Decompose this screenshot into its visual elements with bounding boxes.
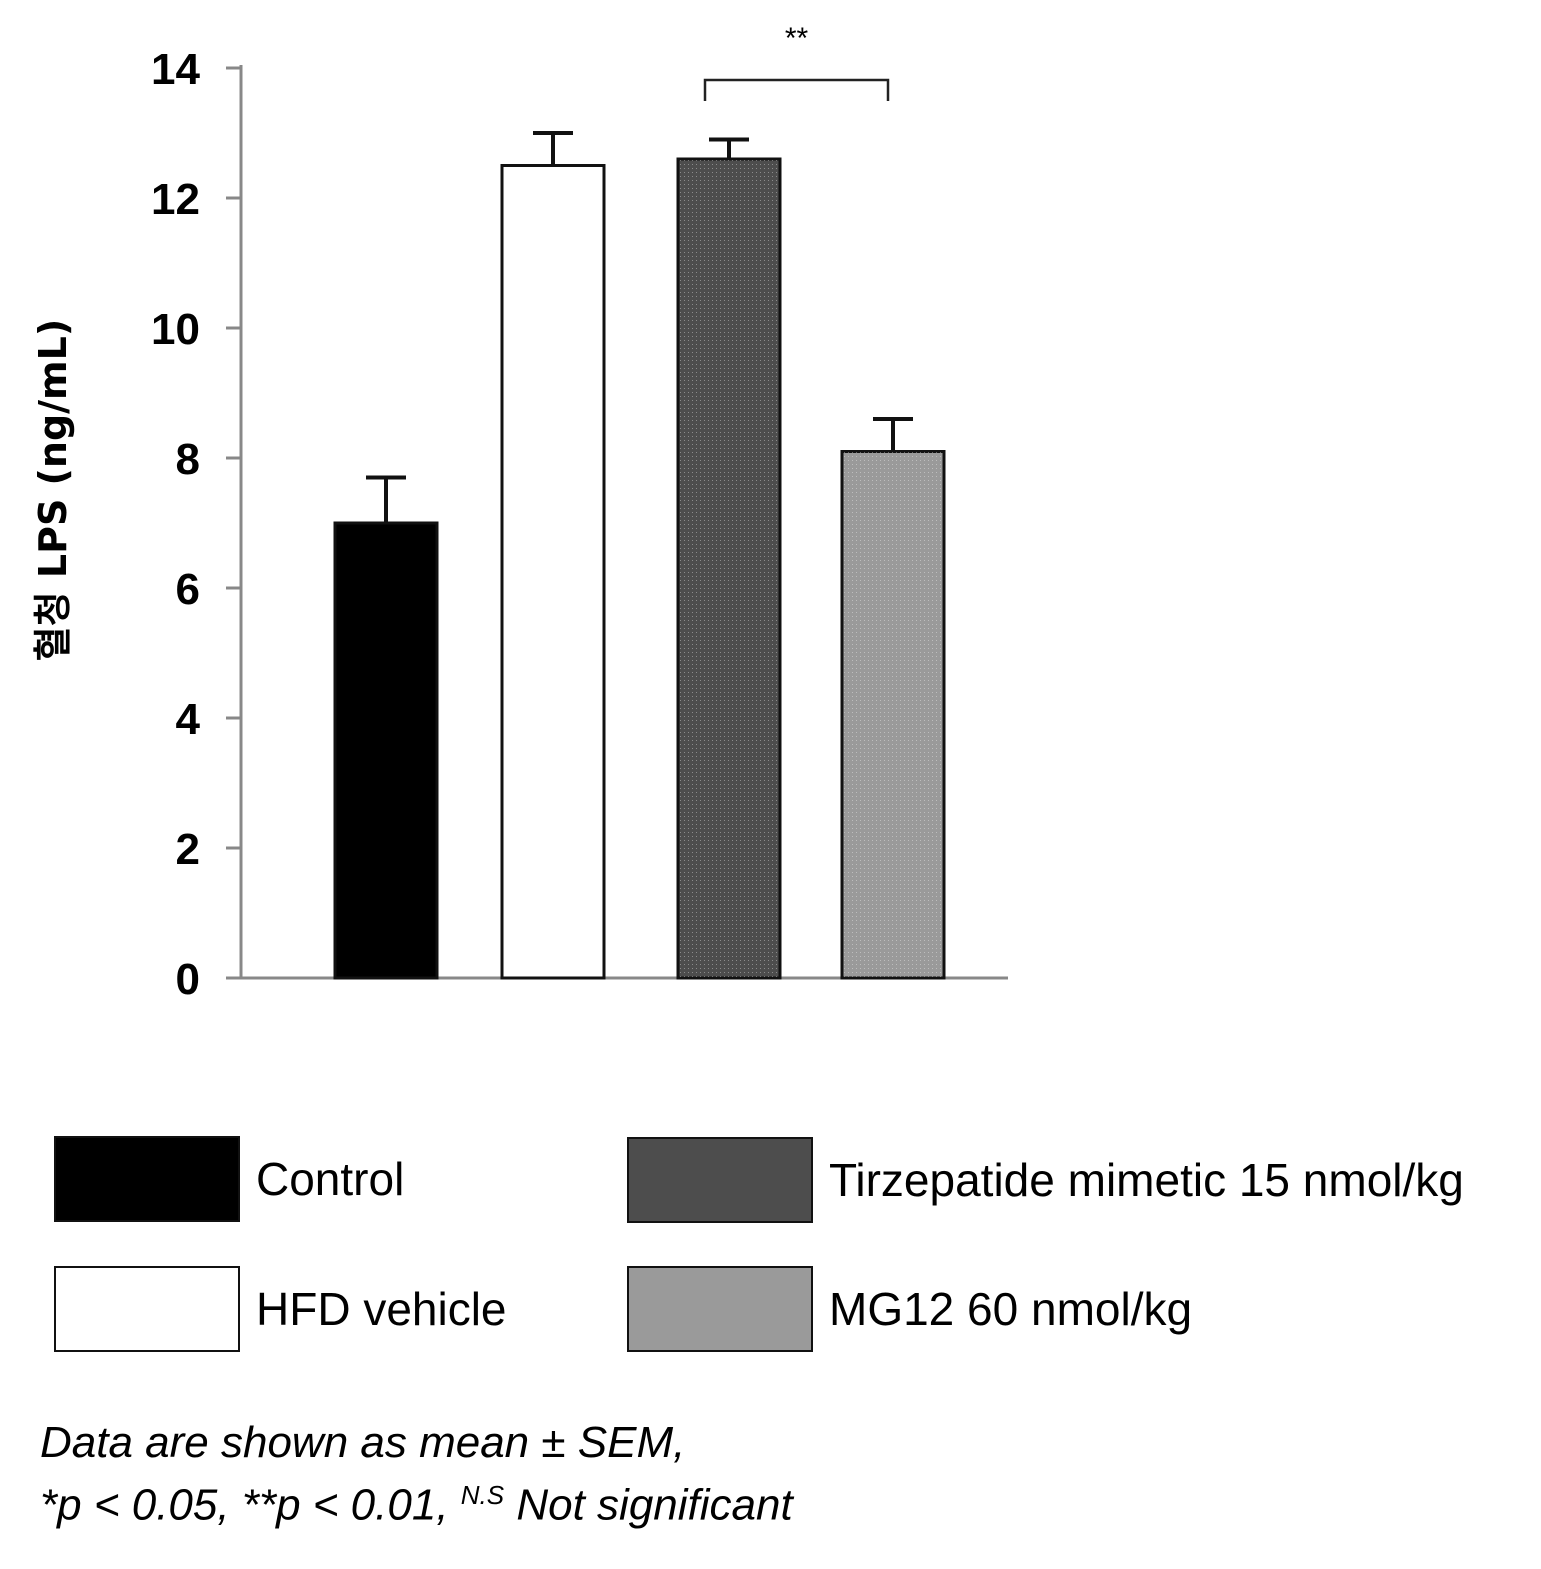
significance-bracket (703, 78, 890, 101)
footnote-line-1: Data are shown as mean ± SEM, (40, 1418, 685, 1468)
error-bars-group (366, 131, 913, 523)
legend-swatch-hfd-vehicle (54, 1266, 240, 1352)
legend-label-tirzepatide: Tirzepatide mimetic 15 nmol/kg (829, 1154, 1464, 1206)
legend-swatch-control (54, 1136, 240, 1222)
y-tick-label: 0 (176, 955, 200, 1004)
legend-item-tirzepatide: Tirzepatide mimetic 15 nmol/kg (627, 1137, 1464, 1223)
y-axis-ticks: 0 2 4 6 8 10 12 14 (151, 45, 241, 1004)
legend: Control HFD vehicle Tirzepatide mimetic … (0, 0, 1541, 1352)
footnote-line-2: *p < 0.05, **p < 0.01, N.S Not significa… (40, 1480, 793, 1531)
y-tick-label: 2 (176, 825, 200, 874)
footnote-text-1: Data are shown as mean ± SEM, (40, 1418, 686, 1467)
bar-texture-2 (678, 159, 780, 978)
legend-item-control: Control (54, 1136, 404, 1222)
bar-0 (333, 521, 439, 980)
legend-item-mg12: MG12 60 nmol/kg (627, 1266, 1192, 1352)
y-tick-label: 10 (151, 305, 200, 354)
bar-texture-3 (842, 451, 944, 978)
y-tick-label: 6 (176, 565, 200, 614)
significance-label: ** (785, 22, 809, 55)
y-tick-label: 8 (176, 435, 200, 484)
footnote-text-2b: Not significant (504, 1480, 793, 1530)
y-tick-label: 4 (176, 695, 201, 744)
legend-label-mg12: MG12 60 nmol/kg (829, 1283, 1193, 1335)
bar-1 (500, 164, 606, 980)
bars-group (333, 157, 946, 980)
y-tick-label: 14 (151, 45, 200, 94)
y-tick-label: 12 (151, 175, 200, 224)
significance-group: ** (703, 22, 890, 101)
legend-item-hfd-vehicle: HFD vehicle (54, 1266, 507, 1352)
legend-swatch-tirzepatide (627, 1137, 813, 1223)
legend-swatch-mg12 (627, 1266, 813, 1352)
y-axis-label: 혈청 LPS (ng/mL) (31, 319, 75, 662)
footnote-text-2a: *p < 0.05, **p < 0.01, (40, 1480, 461, 1530)
bar-chart: 0 2 4 6 8 10 12 14 ** 혈청 LPS (ng/mL) (31, 22, 1008, 1004)
legend-label-control: Control (256, 1153, 405, 1205)
legend-label-hfd-vehicle: HFD vehicle (256, 1283, 507, 1335)
footnote-ns-superscript: N.S (460, 1480, 505, 1510)
